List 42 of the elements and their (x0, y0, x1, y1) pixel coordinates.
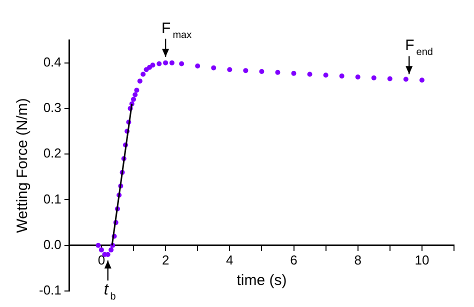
point (243, 68, 248, 74)
point (355, 74, 360, 80)
point (195, 64, 200, 69)
x-tick-label: 2 (162, 252, 170, 268)
x-tick-label: 0 (98, 252, 106, 268)
point (132, 92, 138, 98)
point (156, 61, 162, 66)
x-tick-label: 10 (414, 252, 430, 268)
point (307, 72, 312, 77)
point (403, 76, 408, 82)
point (134, 88, 140, 93)
point (169, 60, 174, 66)
point (339, 74, 344, 79)
point (150, 62, 156, 68)
point (98, 247, 104, 252)
point (179, 61, 184, 66)
x-axis-title: time (s) (236, 272, 287, 290)
point (96, 242, 101, 248)
y-axis-title: Wetting Force (N/m) (14, 98, 32, 233)
point (108, 247, 114, 252)
x-tick-label: 6 (290, 252, 298, 268)
point (323, 72, 328, 78)
y-tick-label: -0.1 (38, 282, 62, 298)
x-tick-label: 4 (226, 252, 234, 268)
point (227, 67, 232, 72)
point (419, 78, 424, 83)
point (371, 75, 376, 80)
point (211, 65, 216, 70)
y-tick-label: 0.4 (43, 54, 62, 70)
point (163, 60, 168, 66)
y-tick-label: 0.1 (43, 191, 62, 206)
x-tick-label: 8 (354, 252, 362, 268)
y-tick-label: 0.3 (43, 100, 62, 116)
point (259, 68, 264, 74)
y-tick-label: 0.0 (43, 236, 62, 252)
point (387, 76, 392, 82)
point (291, 70, 296, 76)
y-tick-label: 0.2 (43, 146, 62, 161)
point (275, 70, 280, 75)
point (140, 72, 146, 77)
point (137, 78, 142, 84)
point (131, 96, 136, 102)
